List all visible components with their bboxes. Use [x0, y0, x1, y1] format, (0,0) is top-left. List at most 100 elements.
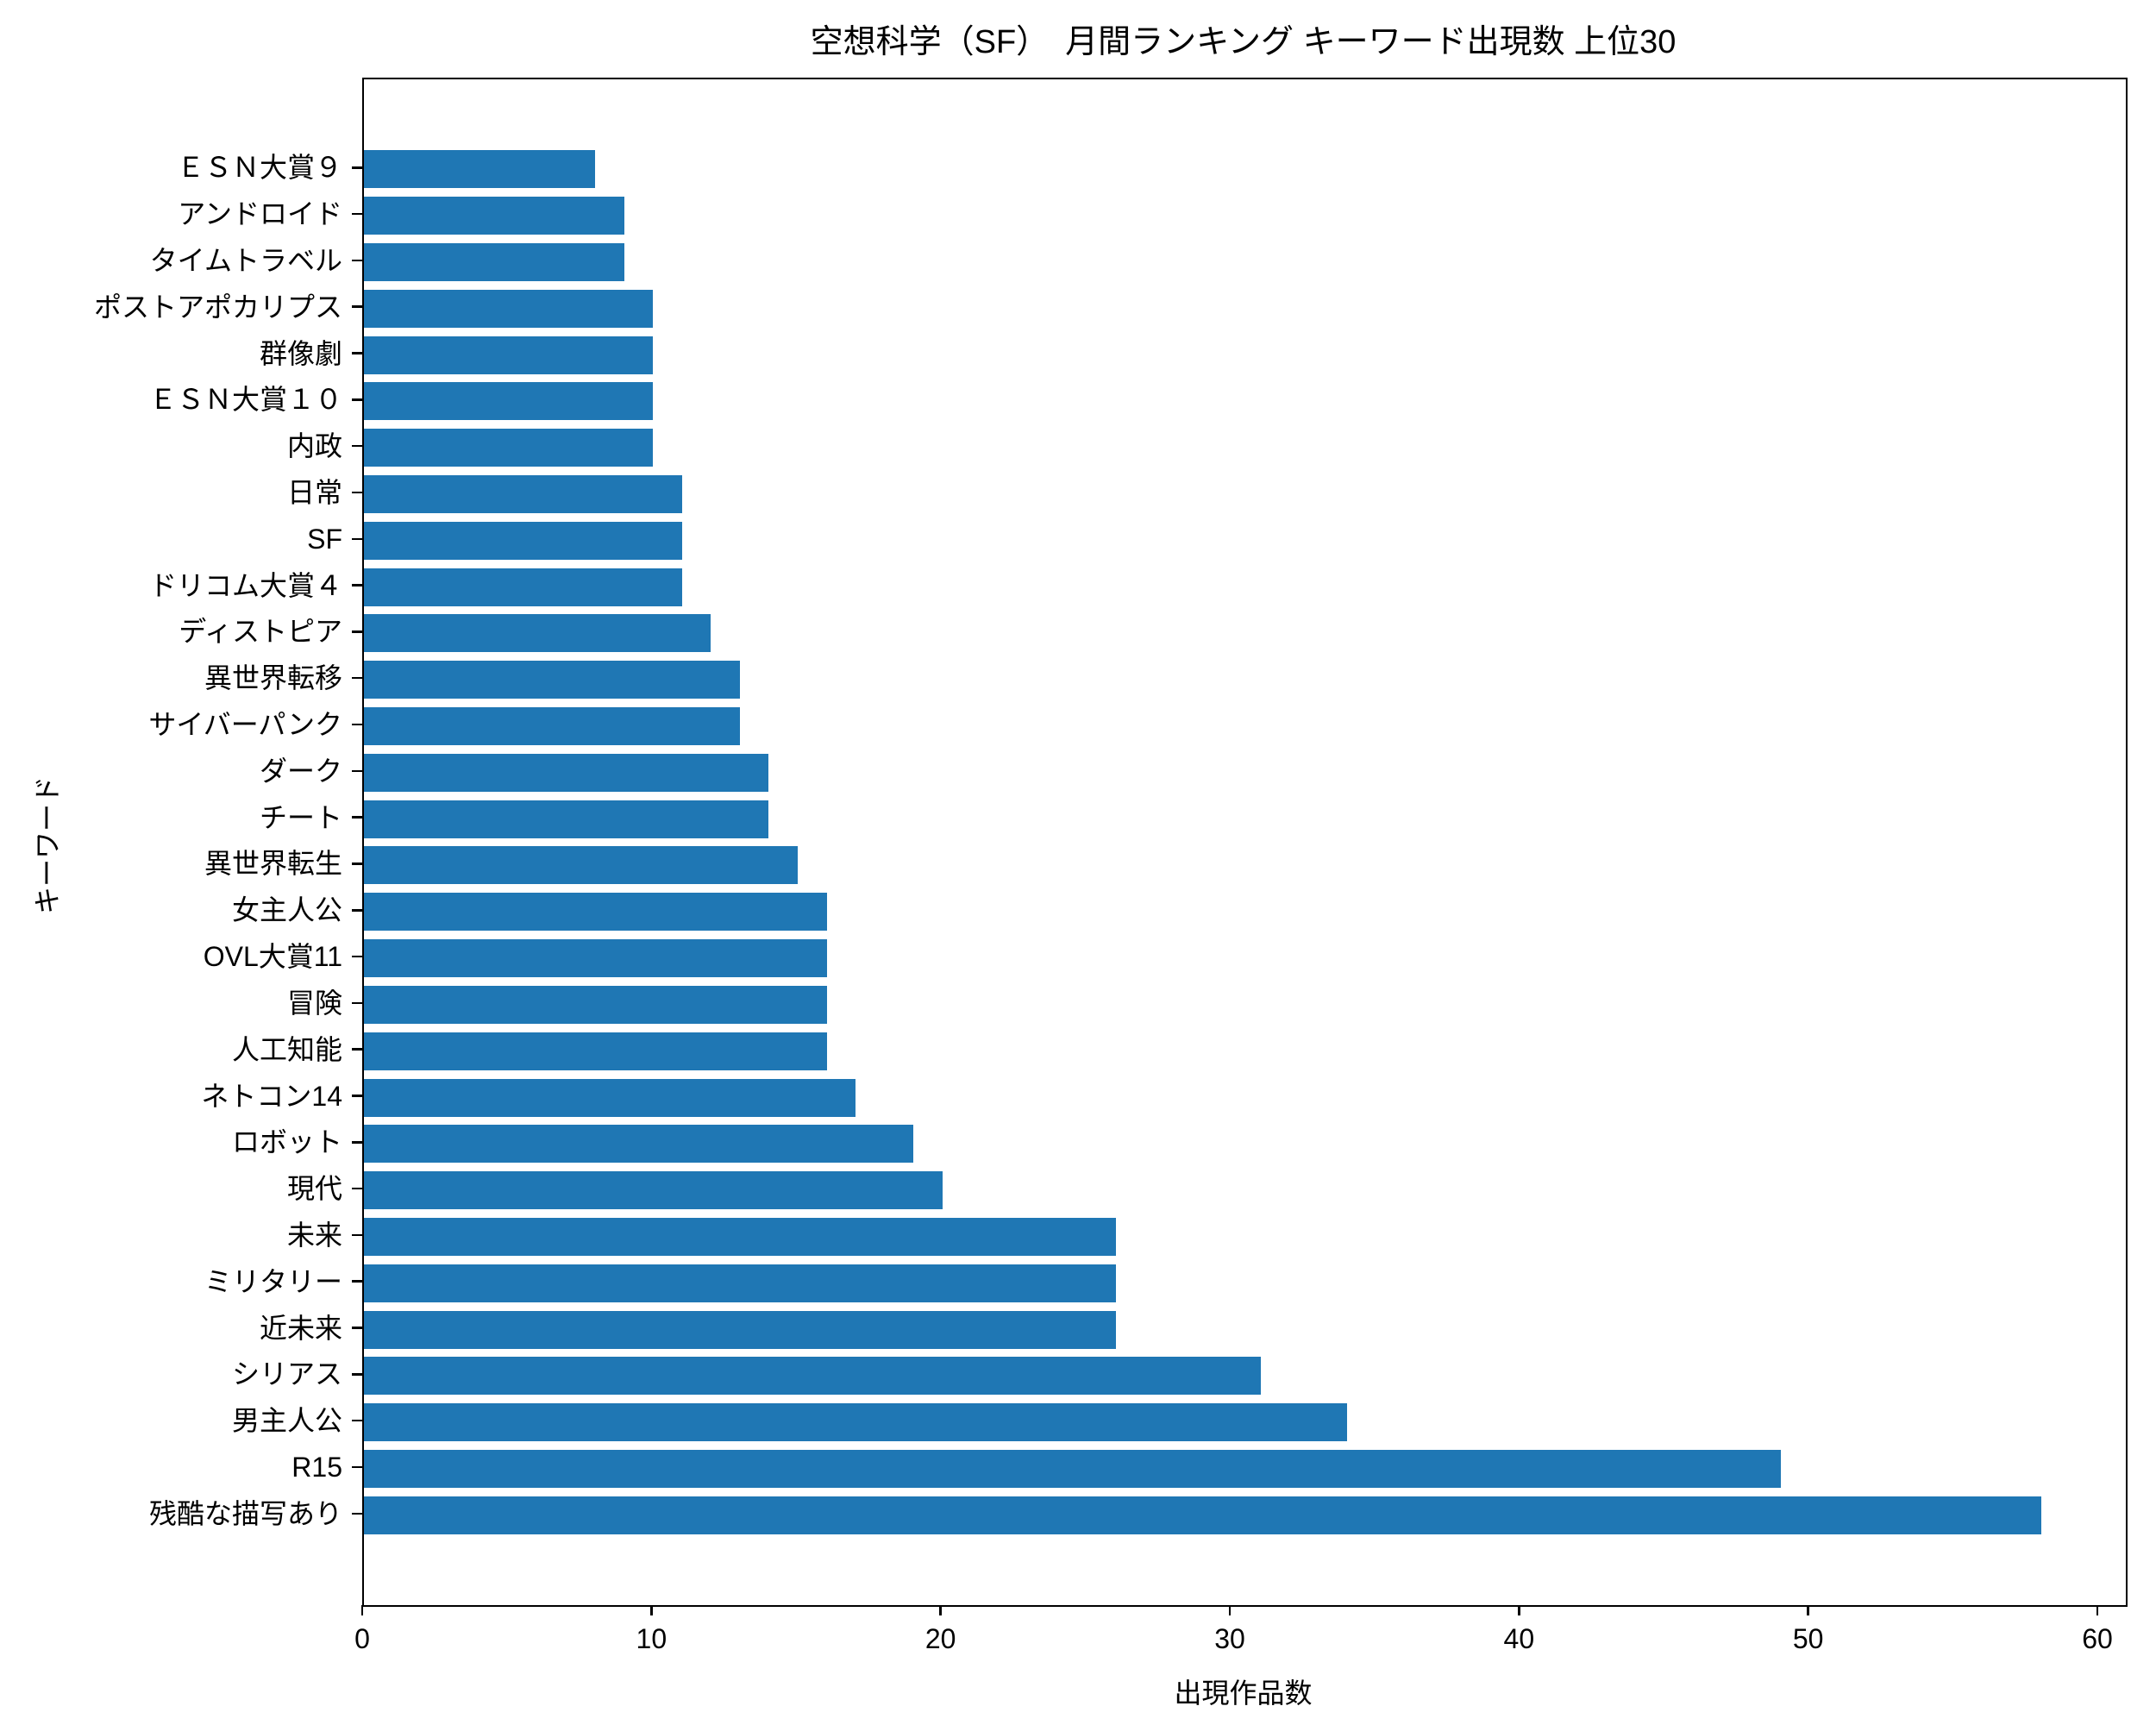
y-tick-label: 異世界転移: [204, 662, 342, 694]
y-tick: [352, 1095, 362, 1097]
y-tick-label: ダーク: [259, 755, 342, 787]
y-tick: [352, 305, 362, 308]
bar: [364, 1078, 856, 1117]
chart-title: 空想科学（SF） 月間ランキング キーワード出現数 上位30: [810, 24, 1677, 60]
bar: [364, 1217, 1116, 1256]
y-tick: [352, 166, 362, 169]
y-tick: [352, 1512, 362, 1515]
y-tick: [352, 862, 362, 865]
x-tick-label: 40: [1503, 1623, 1535, 1654]
y-tick-label: サイバーパンク: [148, 709, 342, 741]
y-tick: [352, 352, 362, 354]
x-tick: [2096, 1605, 2099, 1615]
y-tick-label: 近未来: [259, 1312, 342, 1344]
bar: [364, 1310, 1116, 1349]
y-tick: [352, 1233, 362, 1237]
y-tick-label: 残酷な描写あり: [148, 1497, 342, 1529]
y-tick-label: タイムトラベル: [149, 244, 342, 276]
bar: [364, 1125, 914, 1164]
y-tick-label: 内政: [286, 430, 342, 462]
x-tick-label: 10: [636, 1623, 667, 1654]
y-tick: [352, 537, 362, 541]
plot-area: [362, 78, 2128, 1607]
y-tick: [352, 816, 362, 819]
y-tick: [352, 1280, 362, 1283]
y-tick-label: ＥＳＮ大賞１０: [148, 384, 342, 416]
y-tick: [352, 259, 362, 262]
y-tick-label: ミリタリー: [204, 1265, 342, 1297]
y-tick: [352, 630, 362, 633]
bar: [364, 336, 654, 374]
x-tick-label: 20: [924, 1623, 956, 1654]
x-tick: [650, 1605, 653, 1615]
y-tick: [352, 723, 362, 726]
bar: [364, 429, 654, 467]
y-tick: [352, 769, 362, 773]
y-tick-label: R15: [291, 1451, 342, 1483]
y-tick: [352, 1187, 362, 1190]
bar: [364, 197, 624, 235]
bar: [364, 1032, 827, 1070]
y-tick: [352, 584, 362, 586]
x-tick-label: 30: [1214, 1623, 1245, 1654]
bar: [364, 893, 827, 932]
y-tick-label: 男主人公: [231, 1405, 342, 1437]
y-tick-label: 女主人公: [231, 894, 342, 926]
bar: [364, 1403, 1348, 1442]
y-tick-label: 日常: [286, 476, 342, 508]
bar: [364, 1449, 1782, 1488]
bar: [364, 614, 711, 653]
y-tick-label: アンドロイド: [178, 198, 342, 230]
y-tick: [352, 444, 362, 448]
bar: [364, 1171, 943, 1210]
y-tick-label: 人工知能: [231, 1033, 342, 1065]
y-tick: [352, 1327, 362, 1329]
y-tick-label: シリアス: [231, 1358, 342, 1390]
y-tick: [352, 491, 362, 494]
y-tick-label: 現代: [286, 1173, 342, 1205]
y-tick: [352, 676, 362, 680]
y-tick: [352, 1048, 362, 1051]
y-tick-label: ネトコン14: [201, 1080, 342, 1112]
bar: [364, 474, 682, 513]
bar: [364, 1357, 1261, 1396]
y-tick: [352, 1141, 362, 1144]
y-tick-label: ＥＳＮ大賞９: [176, 152, 342, 184]
x-tick: [1807, 1605, 1809, 1615]
y-tick-label: チート: [259, 801, 342, 833]
x-tick: [1518, 1605, 1520, 1615]
y-tick-label: 群像劇: [259, 337, 342, 369]
y-tick-label: 冒険: [286, 987, 342, 1019]
bar: [364, 150, 596, 189]
bar: [364, 242, 624, 281]
bar: [364, 661, 740, 699]
bar: [364, 753, 769, 792]
y-tick-label: 異世界転生: [204, 848, 342, 880]
y-tick: [352, 398, 362, 401]
bar: [364, 800, 769, 838]
y-tick: [352, 1001, 362, 1005]
bar: [364, 289, 654, 328]
y-tick-label: ディストピア: [179, 616, 342, 648]
y-tick: [352, 909, 362, 912]
bar: [364, 1264, 1116, 1302]
bar: [364, 707, 740, 746]
y-tick-label: ロボット: [231, 1126, 342, 1158]
y-tick: [352, 955, 362, 958]
bar: [364, 521, 682, 560]
x-axis-label: 出現作品数: [1174, 1678, 1313, 1709]
y-tick: [352, 1373, 362, 1376]
x-tick: [1228, 1605, 1232, 1615]
x-tick-label: 60: [2082, 1623, 2113, 1654]
y-tick-label: 未来: [286, 1219, 342, 1251]
bar: [364, 846, 798, 885]
y-tick: [352, 1419, 362, 1422]
bar: [364, 568, 682, 606]
bar: [364, 1496, 2041, 1534]
y-tick: [352, 212, 362, 216]
x-tick-label: 0: [354, 1623, 370, 1654]
x-tick: [360, 1605, 364, 1615]
bar: [364, 985, 827, 1024]
y-tick-label: SF: [307, 523, 342, 555]
